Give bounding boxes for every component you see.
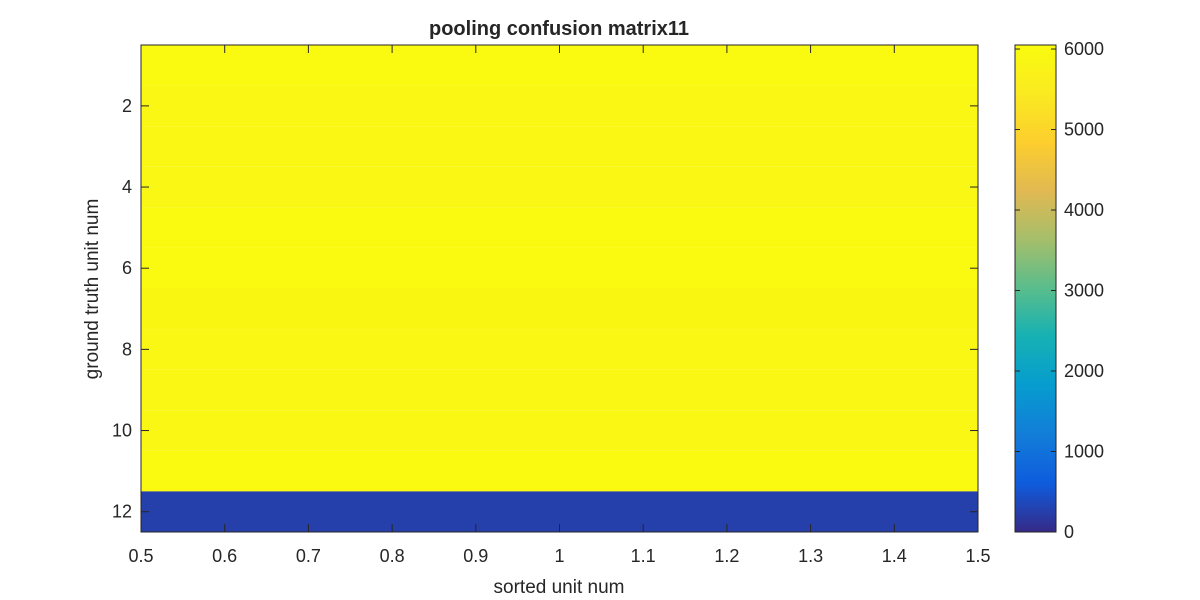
y-tick-label: 12	[112, 502, 132, 522]
heatmap-cell-row-7	[141, 288, 978, 330]
colorbar-tick-label: 0	[1064, 522, 1074, 542]
heatmap-cell-row-11	[141, 450, 978, 492]
colorbar-tick-label: 1000	[1064, 442, 1104, 462]
x-tick-label: 0.8	[380, 546, 405, 566]
heatmap-cell-row-8	[141, 329, 978, 370]
y-tick-label: 8	[122, 339, 132, 359]
x-axis-label: sorted unit num	[494, 577, 625, 598]
x-tick-label: 0.6	[212, 546, 237, 566]
colorbar-tick-label: 5000	[1064, 120, 1104, 140]
y-tick-label: 4	[122, 177, 132, 197]
colorbar-tick-label: 3000	[1064, 281, 1104, 301]
x-tick-label: 0.9	[463, 546, 488, 566]
heatmap-cell-row-6	[141, 247, 978, 289]
heatmap-cell-row-4	[141, 166, 978, 208]
y-tick-label: 6	[122, 258, 132, 278]
colorbar-tick-label: 6000	[1064, 39, 1104, 59]
colorbar-tick-label: 4000	[1064, 200, 1104, 220]
heatmap-cell-row-10	[141, 410, 978, 451]
y-axis-label: ground truth unit num	[82, 199, 103, 380]
x-tick-label: 1.3	[798, 546, 823, 566]
x-tick-label: 0.5	[128, 546, 153, 566]
y-axis-ticks: 2 4 6 8 10 12	[112, 96, 978, 522]
colorbar-tick-label: 2000	[1064, 361, 1104, 381]
heatmap-cells	[141, 45, 978, 532]
colorbar-ticks: 0 1000 2000 3000 4000 5000 6000	[1015, 39, 1104, 542]
heatmap-cell-row-9	[141, 369, 978, 411]
heatmap-cell-row-2	[141, 85, 978, 127]
y-tick-label: 2	[122, 96, 132, 116]
x-tick-label: 1	[554, 546, 564, 566]
colorbar	[1014, 44, 1057, 533]
x-axis-ticks: 0.5 0.6 0.7 0.8 0.9 1 1.1 1.2 1.3 1.4 1.5	[128, 45, 991, 566]
heatmap-cell-row-3	[141, 126, 978, 167]
x-tick-label: 1.5	[965, 546, 990, 566]
y-tick-label: 10	[112, 421, 132, 441]
heatmap-cell-row-5	[141, 207, 978, 248]
x-tick-label: 1.4	[882, 546, 907, 566]
x-tick-label: 1.1	[631, 546, 656, 566]
x-tick-label: 0.7	[296, 546, 321, 566]
chart-title: pooling confusion matrix11	[429, 18, 689, 40]
x-tick-label: 1.2	[714, 546, 739, 566]
